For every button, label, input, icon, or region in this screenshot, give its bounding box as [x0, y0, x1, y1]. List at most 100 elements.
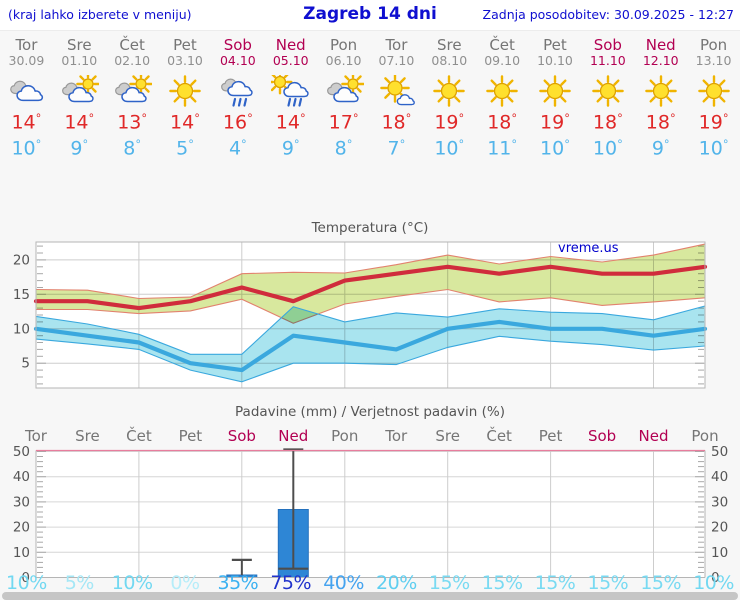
- precipitation-chart-title: Padavine (mm) / Verjetnost padavin (%): [235, 404, 505, 420]
- min-temp-label: 9°: [70, 137, 89, 160]
- partly-cloudy-icon: [53, 72, 106, 107]
- day-date-label: 07.10: [378, 53, 415, 68]
- precip-day-label: Sre: [75, 427, 100, 445]
- forecast-table: Tor 30.09 14° 10° Sre 01.10 14° 9° Čet 02.10 13° 8°…: [0, 32, 740, 160]
- forecast-day-column: Pet 03.10 14° 5°: [159, 32, 212, 160]
- svg-text:0: 0: [21, 570, 30, 586]
- forecast-day-column: Čet 09.10 18° 11°: [476, 32, 529, 160]
- precip-day-label: Sob: [227, 427, 256, 445]
- day-date-label: 13.10: [695, 53, 732, 68]
- svg-text:20: 20: [13, 520, 30, 536]
- svg-text:10: 10: [13, 545, 30, 561]
- day-date-label: 06.10: [325, 53, 362, 68]
- max-temp-label: 14°: [275, 111, 306, 134]
- precip-probability-label: 10%: [111, 572, 153, 594]
- min-temp-label: 9°: [651, 137, 670, 160]
- precip-probability-label: 10%: [693, 572, 734, 594]
- partly-cloudy-icon: [317, 72, 370, 107]
- precip-day-label: Tor: [25, 427, 47, 445]
- forecast-day-column: Pet 10.10 19° 10°: [529, 32, 582, 160]
- horizontal-scrollbar-thumb[interactable]: [2, 592, 738, 600]
- day-date-label: 03.10: [167, 53, 203, 68]
- svg-text:50: 50: [13, 444, 30, 460]
- precip-probability-label: 15%: [481, 572, 523, 594]
- day-date-label: 10.10: [537, 53, 573, 68]
- svg-text:10: 10: [711, 545, 728, 561]
- precip-probability-label: 40%: [323, 572, 364, 594]
- svg-text:50: 50: [711, 444, 728, 460]
- forecast-day-column: Tor 30.09 14° 10°: [0, 32, 53, 160]
- precip-day-label: Pon: [691, 427, 719, 445]
- day-name-label: Tor: [385, 36, 408, 54]
- forecast-day-column: Sob 11.10 18° 10°: [581, 32, 634, 160]
- day-name-label: Sob: [593, 36, 622, 54]
- forecast-day-column: Sre 01.10 14° 9°: [53, 32, 106, 160]
- min-temp-label: 4°: [228, 137, 247, 160]
- min-temp-label: 10°: [592, 137, 623, 160]
- day-date-label: 12.10: [642, 53, 679, 68]
- precip-day-label: Čet: [486, 427, 512, 445]
- svg-text:5: 5: [21, 356, 30, 372]
- sunny-icon: [634, 75, 687, 107]
- precip-probability-label: 0%: [170, 572, 200, 594]
- precipitation-probability-row: 10% 5% 10% 0% 35% 75% 40% 20% 15% 15% 15% 15% 15% 10%: [0, 572, 740, 594]
- max-temp-label: 14°: [64, 111, 95, 134]
- page-header: (kraj lahko izberete v meniju) Zagreb 14…: [0, 0, 740, 31]
- svg-text:0: 0: [711, 570, 720, 586]
- precip-probability-label: 15%: [534, 572, 576, 594]
- sunny-icon: [476, 75, 529, 107]
- sunny-icon: [581, 75, 634, 107]
- precip-day-label: Pon: [331, 427, 359, 445]
- forecast-day-column: Sob 04.10 16° 4°: [211, 32, 264, 160]
- forecast-day-column: Tor 07.10 18° 7°: [370, 32, 423, 160]
- precip-day-label: Ned: [278, 427, 309, 445]
- max-temp-label: 19°: [434, 111, 465, 134]
- precip-day-label: Pet: [178, 427, 203, 445]
- precip-probability-label: 10%: [6, 572, 47, 594]
- mostly-sunny-icon: [370, 73, 423, 107]
- min-temp-label: 11°: [487, 137, 518, 160]
- day-name-label: Pet: [173, 36, 197, 54]
- precip-probability-label: 15%: [587, 572, 629, 594]
- max-temp-label: 19°: [540, 111, 570, 134]
- svg-text:20: 20: [13, 252, 30, 268]
- precipitation-chart: 0 0 10 10 20 20 30 30 40 40 50 50: [13, 444, 728, 586]
- sunny-icon: [159, 75, 212, 107]
- precip-probability-label: 20%: [376, 572, 417, 594]
- min-temp-label: 10°: [11, 137, 42, 160]
- day-name-label: Sre: [436, 36, 462, 54]
- day-name-label: Tor: [15, 36, 38, 54]
- precip-day-label: Sob: [587, 427, 617, 445]
- day-date-label: 05.10: [272, 53, 309, 68]
- day-name-label: Pon: [329, 36, 358, 54]
- partly-cloudy-icon: [106, 72, 159, 107]
- min-temp-label: 10°: [698, 137, 729, 160]
- day-name-label: Pon: [699, 36, 728, 54]
- precip-day-label: Čet: [126, 427, 152, 445]
- day-date-label: 09.10: [484, 53, 521, 68]
- svg-text:15: 15: [13, 287, 30, 303]
- svg-text:30: 30: [13, 494, 30, 510]
- day-name-label: Pet: [543, 36, 567, 54]
- last-updated-text: Zadnja posodobitev: 30.09.2025 - 12:27: [482, 7, 734, 22]
- min-temp-label: 7°: [387, 137, 406, 160]
- max-temp-label: 19°: [698, 111, 729, 134]
- day-date-label: 11.10: [589, 53, 626, 68]
- svg-text:vreme.us: vreme.us: [558, 241, 619, 256]
- cloudy-icon: [0, 75, 53, 107]
- day-name-label: Ned: [275, 36, 306, 54]
- sunny-icon: [529, 75, 582, 107]
- forecast-day-column: Pon 13.10 19° 10°: [687, 32, 740, 160]
- day-name-label: Sre: [66, 36, 92, 54]
- min-temp-label: 10°: [434, 137, 465, 160]
- precip-probability-label: 15%: [428, 572, 470, 594]
- max-temp-label: 14°: [170, 111, 200, 134]
- day-name-label: Ned: [645, 36, 676, 54]
- menu-hint-text: (kraj lahko izberete v meniju): [8, 7, 192, 22]
- max-temp-label: 18°: [592, 111, 623, 134]
- sunny-icon: [423, 75, 476, 107]
- sunny-icon: [687, 75, 740, 107]
- forecast-day-column: Pon 06.10 17° 8°: [317, 32, 370, 160]
- max-temp-label: 17°: [328, 111, 359, 134]
- forecast-day-column: Sre 08.10 19° 10°: [423, 32, 476, 160]
